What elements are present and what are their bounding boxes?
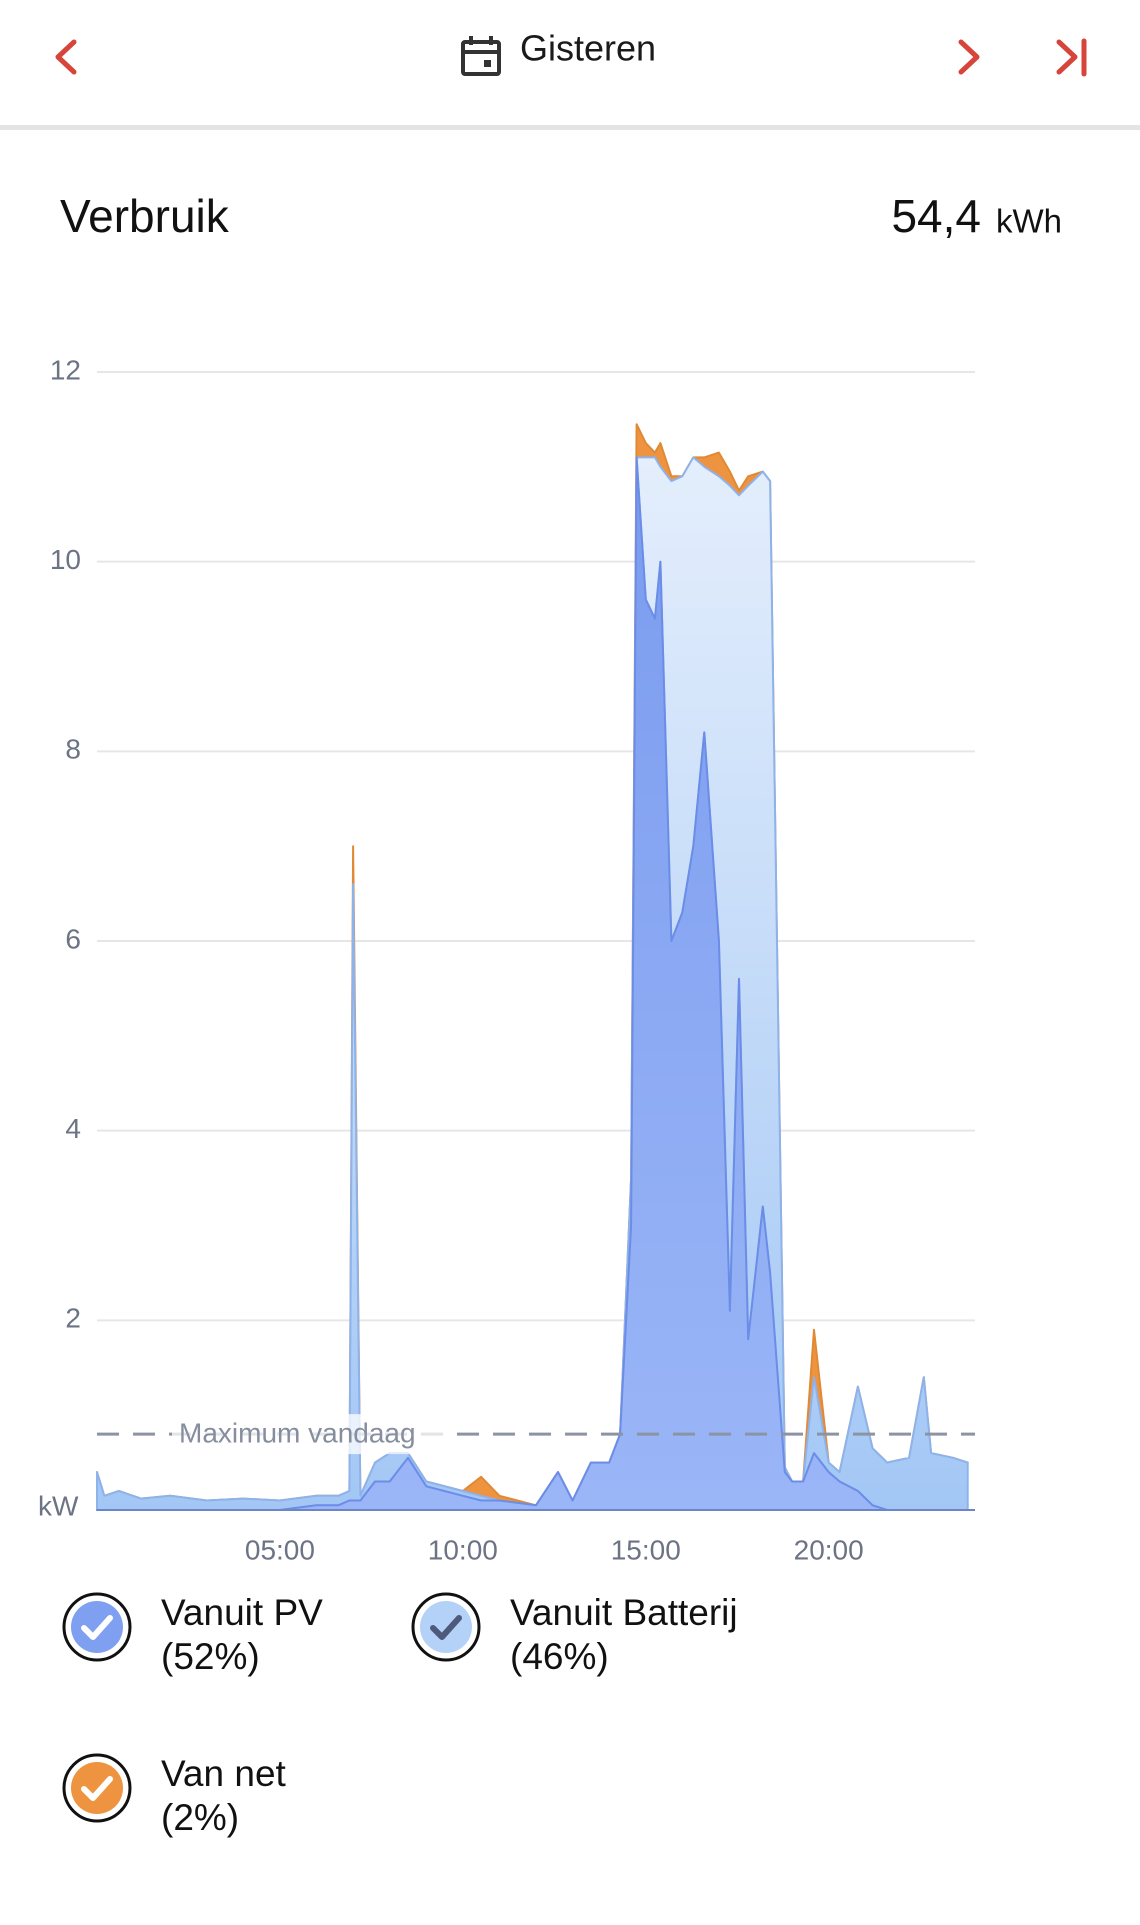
legend-share: (2%) [161,1797,239,1838]
prev-button[interactable] [55,39,77,75]
header-title: Gisteren [520,28,656,69]
area [96,456,969,1511]
legend-label: Vanuit PV [161,1592,323,1633]
summary-value: 54,4 [891,190,981,242]
last-button[interactable] [1056,38,1087,77]
y-tick-label: 12 [50,354,81,385]
legend-label: Van net [161,1753,287,1794]
legend-swatch [71,1601,123,1653]
x-tick-label: 15:00 [611,1534,681,1565]
x-tick-label: 10:00 [428,1534,498,1565]
y-axis-label: kW [38,1490,79,1521]
y-tick-label: 2 [65,1303,81,1334]
legend: Vanuit PV(52%) Vanuit Batterij(46%) Van ne… [62,1592,738,1838]
legend-item[interactable]: Vanuit Batterij(46%) [411,1592,738,1677]
legend-check [430,1615,462,1640]
legend-item[interactable]: Van net(2%) [62,1753,287,1838]
y-tick-label: 8 [65,734,81,765]
legend-label: Vanuit Batterij [510,1592,738,1633]
calendar-icon [461,36,501,76]
legend-item[interactable]: Vanuit PV(52%) [62,1592,323,1677]
chart: 2 4 6 8 10 12 kW 05:00 10:00 15:00 20:00 Maximum va… [38,354,975,1565]
y-tick-label: 10 [50,544,81,575]
legend-check [81,1776,113,1801]
legend-swatch [420,1601,472,1653]
legend-check [81,1615,113,1640]
reference-label-bg [172,1414,452,1455]
area [96,456,969,1511]
area [96,423,969,1507]
legend-swatch [71,1762,123,1814]
y-tick-label: 4 [65,1113,81,1144]
legend-share: (46%) [510,1636,609,1677]
summary-unit: kWh [996,203,1062,240]
x-tick-label: 05:00 [245,1534,315,1565]
divider [0,125,1140,130]
summary-label: Verbruik [60,190,230,242]
y-tick-label: 6 [65,923,81,954]
x-tick-label: 20:00 [794,1534,864,1565]
reference-label: Maximum vandaag [179,1418,416,1449]
legend-share: (52%) [161,1636,260,1677]
next-button[interactable] [958,39,980,75]
